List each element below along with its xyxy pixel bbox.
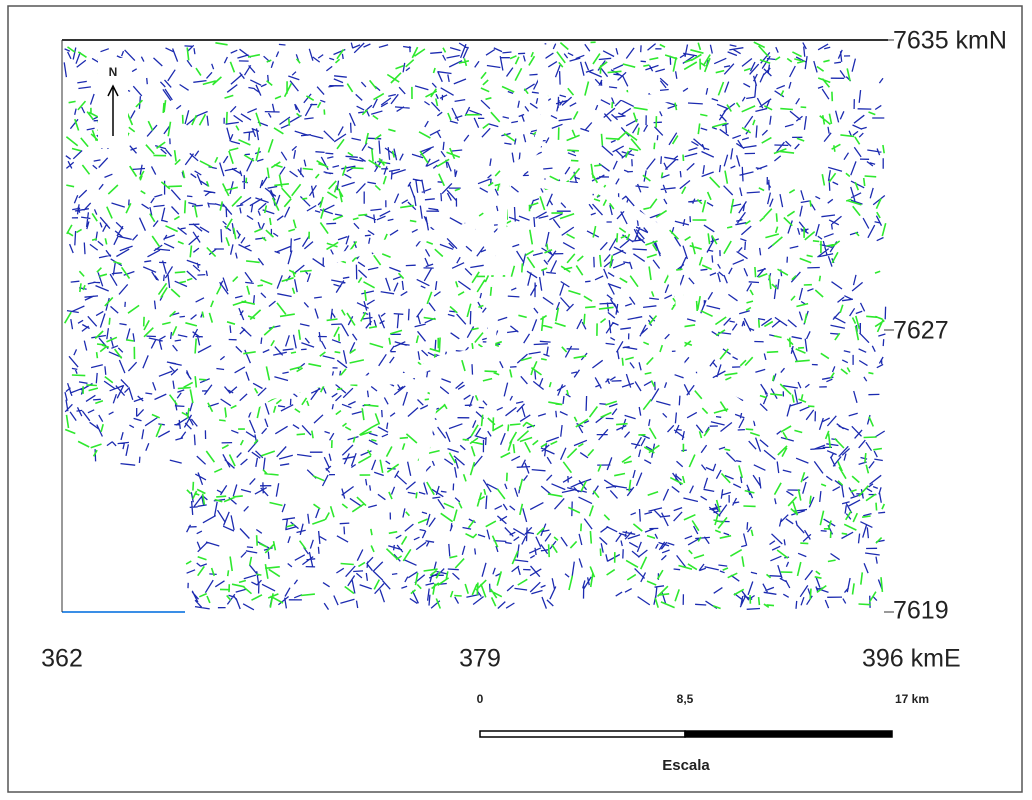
northing-label: 7635 kmN	[893, 27, 1007, 55]
easting-label: 362	[41, 645, 83, 673]
northing-label: 7619	[893, 597, 949, 625]
scale-label: 17 km	[895, 692, 929, 706]
page: N 7635 kmN 7627 7619 362 379 396 kmE 0 8…	[0, 0, 1032, 800]
frame	[8, 6, 1022, 792]
north-label: N	[109, 65, 118, 79]
scale-bar-black	[685, 731, 892, 737]
map-figure: N 7635 kmN 7627 7619 362 379 396 kmE 0 8…	[0, 0, 1032, 800]
easting-label: 396 kmE	[862, 645, 961, 673]
northing-label: 7627	[893, 317, 949, 345]
scale-label: 8,5	[677, 692, 694, 706]
scale-bar-white	[480, 731, 685, 737]
scale-title: Escala	[662, 757, 710, 774]
no-data-area	[62, 467, 185, 612]
scale-label: 0	[477, 692, 484, 706]
easting-label: 379	[459, 645, 501, 673]
